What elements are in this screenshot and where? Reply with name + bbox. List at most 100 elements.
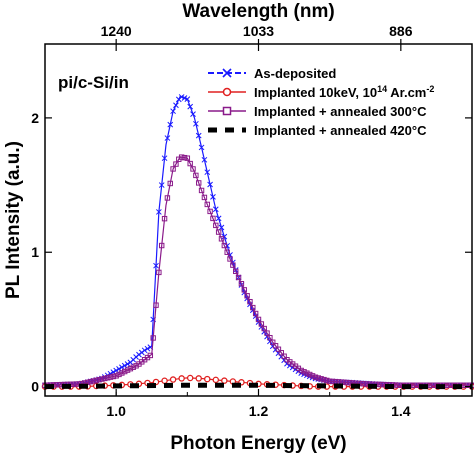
data-point <box>184 155 191 161</box>
data-point <box>218 224 225 231</box>
data-point <box>207 208 213 215</box>
data-point <box>70 381 77 387</box>
data-point <box>186 374 194 382</box>
x-axis-title: Photon Energy (eV) <box>170 433 346 454</box>
data-point <box>210 215 216 222</box>
legend-label: As-deposited <box>254 66 336 81</box>
data-point <box>272 343 279 349</box>
legend: As-deposited Implanted 10keV, 1014 Ar.cm-… <box>208 66 434 138</box>
data-point <box>113 373 119 379</box>
data-point <box>261 325 267 332</box>
data-point <box>195 375 202 382</box>
top-tick-label: 886 <box>389 23 413 39</box>
data-point <box>224 249 230 255</box>
data-point <box>344 379 350 386</box>
data-point <box>238 280 245 287</box>
legend-item: Implanted 10keV, 1014 Ar.cm-2 <box>208 84 434 100</box>
data-point <box>221 233 228 240</box>
data-point <box>153 262 159 269</box>
data-point <box>270 339 276 345</box>
series-layer <box>41 94 474 390</box>
data-point <box>212 206 219 213</box>
data-point <box>124 361 131 367</box>
data-point <box>463 382 470 388</box>
data-point <box>235 274 242 281</box>
data-point <box>193 172 199 179</box>
data-point <box>241 287 247 293</box>
top-tick-label: 1240 <box>101 23 132 39</box>
data-point <box>102 375 108 382</box>
data-point <box>116 371 122 378</box>
data-point <box>250 304 256 311</box>
data-point <box>99 376 105 382</box>
data-point <box>196 180 202 186</box>
series-0 <box>42 94 474 389</box>
data-point <box>321 376 327 383</box>
y-tick-label: 0 <box>31 379 39 395</box>
legend-item: Implanted + annealed 420°C <box>208 123 427 138</box>
series-line <box>44 382 472 390</box>
data-point <box>184 96 191 102</box>
data-point <box>221 242 228 249</box>
data-point <box>122 368 128 375</box>
data-point <box>56 382 62 388</box>
data-point <box>190 111 196 117</box>
legend-label-part: As-deposited <box>254 66 336 81</box>
legend-item: As-deposited <box>208 66 336 81</box>
data-point <box>159 242 165 249</box>
data-point <box>429 382 435 388</box>
data-point <box>127 365 134 372</box>
data-point <box>264 330 270 336</box>
legend-label: Implanted + annealed 420°C <box>254 123 427 138</box>
data-point <box>309 373 316 379</box>
legend-label-part: Implanted 10keV, 10 <box>254 85 377 100</box>
data-point <box>215 215 222 222</box>
data-point <box>324 377 330 384</box>
data-point <box>233 268 239 275</box>
data-point <box>207 181 213 188</box>
top-axis-title: Wavelength (nm) <box>182 1 334 22</box>
sample-annotation: pi/c-Si/in <box>58 73 129 92</box>
y-axis-title: PL Intensity (a.u.) <box>3 141 24 299</box>
data-point <box>307 371 313 378</box>
data-point <box>141 347 148 354</box>
data-point <box>121 362 128 369</box>
data-point <box>161 377 168 385</box>
y-tick-label: 2 <box>31 110 39 126</box>
series-line <box>44 95 472 386</box>
data-point <box>213 222 219 229</box>
data-point <box>255 316 262 323</box>
data-point <box>150 335 156 341</box>
legend-label-part: Ar.cm <box>387 85 426 100</box>
data-point <box>361 381 367 387</box>
data-point <box>304 370 310 376</box>
data-point <box>275 346 282 352</box>
data-point <box>446 382 452 388</box>
data-point <box>124 367 131 373</box>
data-point <box>161 155 168 162</box>
data-point <box>212 376 220 384</box>
data-point <box>167 121 174 128</box>
data-point <box>90 378 97 384</box>
data-point <box>164 195 171 201</box>
data-point <box>87 378 94 385</box>
data-point <box>315 375 321 381</box>
data-point <box>178 154 185 160</box>
data-point <box>173 161 179 167</box>
data-point <box>198 144 205 151</box>
data-point <box>221 377 228 384</box>
data-point <box>198 187 205 194</box>
data-point <box>201 156 208 163</box>
legend-item: Implanted + annealed 300°C <box>208 104 427 119</box>
data-point <box>346 380 353 386</box>
data-point <box>278 350 284 356</box>
legend-superscript: -2 <box>426 84 434 94</box>
data-point <box>378 381 384 388</box>
legend-marker <box>222 87 232 97</box>
legend-label: Implanted + annealed 300°C <box>254 104 427 119</box>
data-point <box>341 379 347 385</box>
data-point <box>218 236 225 242</box>
legend-label: Implanted 10keV, 1014 Ar.cm-2 <box>254 84 434 100</box>
legend-marker <box>222 68 232 78</box>
